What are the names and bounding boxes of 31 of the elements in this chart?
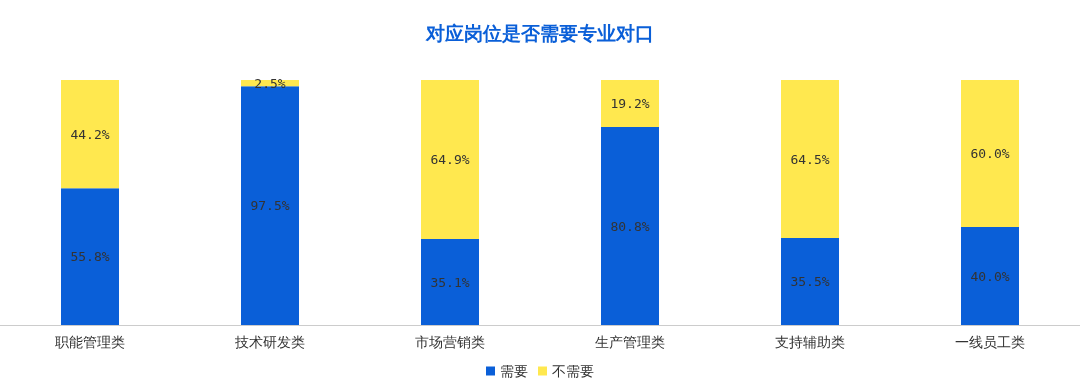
data-label: 80.8% bbox=[610, 218, 650, 234]
x-tick-label: 生产管理类 bbox=[595, 334, 665, 350]
data-label: 35.1% bbox=[430, 274, 470, 290]
bar bbox=[241, 86, 299, 325]
x-tick-label: 职能管理类 bbox=[55, 334, 125, 350]
legend-label: 不需要 bbox=[552, 363, 594, 379]
x-tick-label: 支持辅助类 bbox=[775, 334, 845, 350]
data-label: 60.0% bbox=[970, 146, 1010, 161]
data-label: 19.2% bbox=[610, 96, 650, 112]
x-tick-label: 技术研发类 bbox=[234, 334, 305, 350]
data-label: 40.0% bbox=[970, 268, 1010, 284]
data-label: 64.9% bbox=[430, 152, 470, 167]
x-tick-label: 市场营销类 bbox=[415, 334, 485, 350]
data-label: 35.5% bbox=[790, 274, 830, 290]
bar bbox=[61, 188, 119, 325]
bar bbox=[421, 239, 479, 325]
bar bbox=[421, 80, 479, 240]
bar bbox=[61, 80, 119, 189]
bar bbox=[781, 80, 839, 239]
bar bbox=[601, 127, 659, 325]
bar bbox=[961, 227, 1019, 325]
bar bbox=[781, 238, 839, 325]
bar bbox=[601, 80, 659, 128]
data-label: 55.8% bbox=[70, 249, 110, 265]
data-label: 64.5% bbox=[790, 151, 830, 167]
data-label: 44.2% bbox=[70, 126, 110, 142]
x-tick-label: 一线员工类 bbox=[955, 334, 1025, 350]
chart-title: 对应岗位是否需要专业对口 bbox=[425, 21, 654, 44]
bar bbox=[961, 80, 1019, 227]
data-label: 97.5% bbox=[250, 198, 290, 214]
legend-label: 需要 bbox=[500, 363, 528, 379]
